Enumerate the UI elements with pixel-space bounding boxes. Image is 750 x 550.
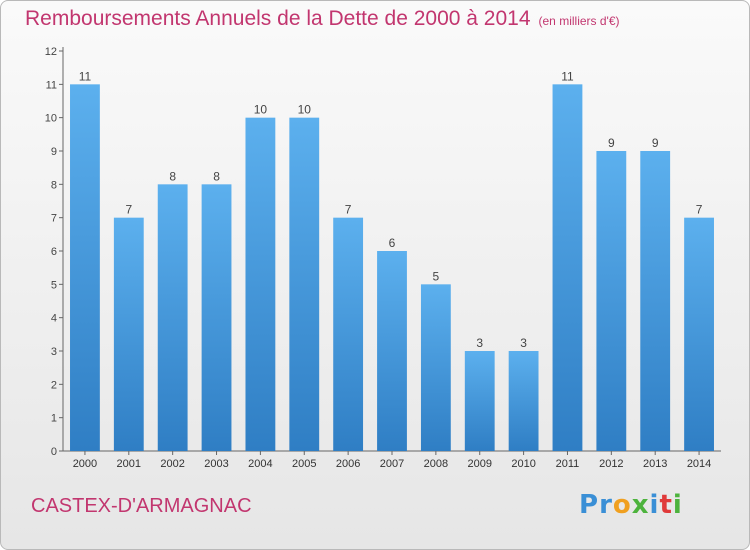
x-tick-label: 2002 — [160, 458, 184, 470]
y-tick-label: 3 — [51, 346, 57, 358]
logo-letter: o — [612, 490, 632, 520]
value-label-2006: 7 — [345, 203, 352, 217]
bar-2006 — [333, 217, 364, 451]
x-tick-label: 2009 — [467, 458, 491, 470]
y-tick-label: 7 — [51, 213, 57, 225]
chart-title: Remboursements Annuels de la Dette de 20… — [25, 7, 620, 31]
x-tick-label: 2011 — [556, 458, 580, 470]
bar-2014 — [684, 217, 714, 451]
proxiti-logo: Proxiti — [579, 490, 683, 520]
x-tick-label: 2013 — [643, 458, 667, 470]
value-label-2014: 7 — [696, 203, 703, 217]
y-tick-label: 9 — [51, 146, 57, 158]
value-label-2000: 11 — [79, 69, 92, 83]
chart-unit-note: (en milliers d'€) — [538, 14, 620, 28]
x-tick-label: 2006 — [336, 458, 360, 470]
value-label-2013: 9 — [652, 136, 659, 150]
x-tick-label: 2008 — [424, 458, 448, 470]
value-label-2007: 6 — [389, 236, 396, 250]
logo-letter: r — [599, 490, 613, 520]
y-tick-label: 1 — [51, 413, 57, 425]
commune-name: CASTEX-D'ARMAGNAC — [31, 495, 252, 517]
x-tick-label: 2014 — [687, 458, 711, 470]
y-tick-label: 11 — [46, 79, 57, 91]
value-label-2004: 10 — [254, 103, 268, 117]
chart-title-text: Remboursements Annuels de la Dette de 20… — [25, 7, 531, 30]
y-tick-label: 10 — [45, 113, 57, 125]
value-label-2008: 5 — [433, 269, 440, 283]
y-tick-label: 12 — [45, 46, 57, 58]
value-label-2010: 3 — [520, 336, 527, 350]
y-tick-label: 4 — [51, 313, 57, 325]
bar-2001 — [113, 217, 144, 451]
bar-2012 — [596, 151, 627, 451]
y-tick-label: 6 — [51, 246, 57, 258]
x-tick-label: 2004 — [248, 458, 272, 470]
x-tick-label: 2003 — [204, 458, 228, 470]
bar-2011 — [552, 84, 583, 451]
value-label-2001: 7 — [125, 203, 132, 217]
bar-2004 — [245, 117, 276, 452]
bar-2010 — [508, 351, 539, 451]
bar-2003 — [201, 184, 232, 452]
x-tick-label: 2012 — [599, 458, 623, 470]
logo-letter: x — [631, 490, 650, 520]
y-tick-label: 5 — [51, 279, 57, 291]
x-tick-label: 2000 — [73, 458, 97, 470]
x-tick-label: 2001 — [117, 458, 141, 470]
x-tick-label: 2010 — [511, 458, 535, 470]
value-label-2011: 11 — [561, 69, 574, 83]
value-label-2003: 8 — [213, 169, 220, 183]
logo-letter: t — [659, 490, 673, 520]
bar-2008 — [420, 284, 451, 451]
value-label-2002: 8 — [169, 169, 176, 183]
y-tick-label: 8 — [51, 179, 57, 191]
bar-2013 — [640, 151, 671, 451]
bar-2009 — [464, 351, 495, 451]
bar-2002 — [157, 184, 188, 452]
y-tick-label: 2 — [51, 379, 57, 391]
value-label-2012: 9 — [608, 136, 615, 150]
bar-2005 — [289, 117, 320, 452]
x-tick-label: 2005 — [292, 458, 316, 470]
logo-letter: i — [672, 490, 683, 520]
value-label-2009: 3 — [476, 336, 483, 350]
bar-2007 — [377, 251, 407, 451]
logo-letter: i — [649, 490, 660, 520]
logo-letter: P — [579, 490, 600, 520]
bar-2000 — [70, 84, 100, 451]
value-label-2005: 10 — [298, 103, 312, 117]
y-tick-label: 0 — [51, 446, 57, 458]
x-tick-label: 2007 — [380, 458, 404, 470]
